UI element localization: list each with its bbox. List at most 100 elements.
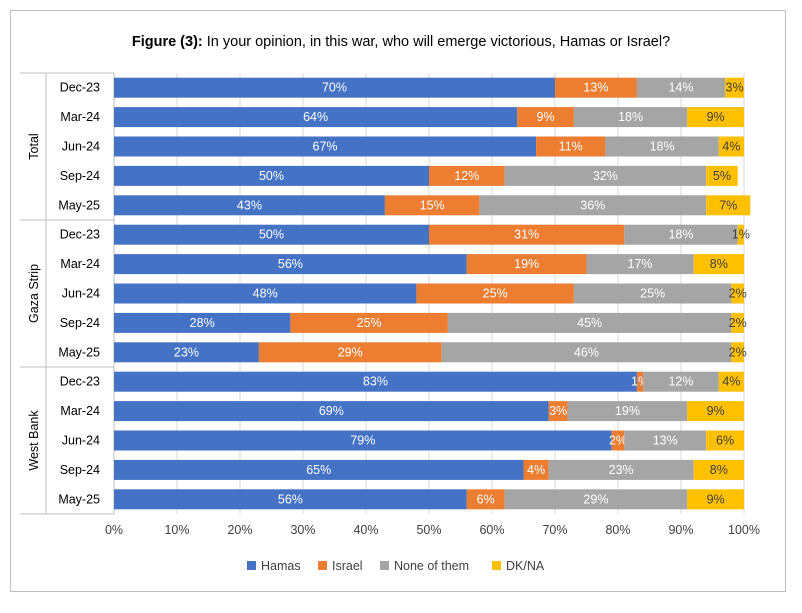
bar-segment-hamas xyxy=(114,459,524,480)
data-label: 3% xyxy=(549,404,567,418)
group-label: West Bank xyxy=(27,410,41,471)
bar-segment-dk-na xyxy=(718,136,744,157)
bar-segment-hamas xyxy=(114,254,467,275)
legend-swatch xyxy=(318,561,327,570)
bar-segment-none-of-them xyxy=(643,371,719,392)
data-label: 45% xyxy=(577,316,602,330)
bar-segment-israel xyxy=(466,489,505,510)
data-label: 12% xyxy=(668,375,693,389)
data-label: 18% xyxy=(618,110,643,124)
bar-segment-hamas xyxy=(114,401,549,422)
bar-segment-hamas xyxy=(114,77,555,98)
bar-segment-hamas xyxy=(114,312,291,333)
bar-segment-none-of-them xyxy=(573,283,732,304)
bar-segment-dk-na xyxy=(731,342,744,363)
bar-segment-dk-na xyxy=(706,165,738,186)
bar-segment-hamas xyxy=(114,195,385,216)
bar-segment-dk-na xyxy=(693,459,744,480)
data-label: 31% xyxy=(514,228,539,242)
data-label: 29% xyxy=(338,345,363,359)
bar-segment-none-of-them xyxy=(605,136,719,157)
y-tick-label: May-25 xyxy=(58,198,100,212)
legend-label: DK/NA xyxy=(506,559,545,573)
bar-segment-dk-na xyxy=(706,430,744,451)
x-tick-label: 10% xyxy=(164,523,189,537)
bar-segment-dk-na xyxy=(687,107,744,128)
bar-segment-israel xyxy=(429,165,505,186)
data-label: 7% xyxy=(719,198,737,212)
bar-segment-hamas xyxy=(114,107,518,128)
bar-segment-hamas xyxy=(114,224,429,245)
bar-segment-hamas xyxy=(114,165,429,186)
bar-segment-dk-na xyxy=(687,489,744,510)
data-label: 13% xyxy=(653,434,678,448)
data-label: 6% xyxy=(716,434,734,448)
bar-segment-none-of-them xyxy=(441,342,732,363)
bar-segment-israel xyxy=(290,312,448,333)
data-label: 2% xyxy=(729,287,747,301)
data-label: 13% xyxy=(583,81,608,95)
data-label: 83% xyxy=(363,375,388,389)
data-label: 2% xyxy=(729,345,747,359)
data-label: 8% xyxy=(710,257,728,271)
bar-segment-israel xyxy=(429,224,625,245)
y-tick-label: Dec-23 xyxy=(60,228,100,242)
data-label: 50% xyxy=(259,169,284,183)
bar-segment-none-of-them xyxy=(504,489,688,510)
group-label: Total xyxy=(27,133,41,159)
bar-segment-israel xyxy=(611,430,625,451)
bar-segment-dk-na xyxy=(731,283,744,304)
bar-segment-none-of-them xyxy=(624,430,707,451)
data-label: 12% xyxy=(454,169,479,183)
y-tick-label: May-25 xyxy=(58,345,100,359)
x-tick-label: 70% xyxy=(542,523,567,537)
data-label: 17% xyxy=(628,257,653,271)
x-tick-label: 40% xyxy=(353,523,378,537)
x-tick-label: 100% xyxy=(728,523,760,537)
data-label: 56% xyxy=(278,492,303,506)
bar-segment-israel xyxy=(536,136,606,157)
data-label: 4% xyxy=(722,140,740,154)
x-tick-label: 90% xyxy=(668,523,693,537)
data-label: 69% xyxy=(319,404,344,418)
group-label: Gaza Strip xyxy=(27,264,41,323)
data-label: 36% xyxy=(580,198,605,212)
x-tick-label: 60% xyxy=(479,523,504,537)
bar-segment-none-of-them xyxy=(504,165,707,186)
bar-segment-israel xyxy=(258,342,442,363)
bar-segment-israel xyxy=(384,195,480,216)
x-tick-label: 30% xyxy=(290,523,315,537)
y-tick-label: Sep-24 xyxy=(60,169,100,183)
data-label: 9% xyxy=(707,110,725,124)
bar-segment-dk-na xyxy=(718,371,744,392)
bar-segment-dk-na xyxy=(725,77,744,98)
bar-segment-israel xyxy=(548,401,568,422)
data-label: 28% xyxy=(190,316,215,330)
bar-segment-hamas xyxy=(114,430,612,451)
chart-title: Figure (3): In your opinion, in this war… xyxy=(0,34,802,50)
y-tick-label: May-25 xyxy=(58,492,100,506)
legend-label: None of them xyxy=(394,559,469,573)
y-tick-label: Dec-23 xyxy=(60,81,100,95)
data-label: 19% xyxy=(514,257,539,271)
data-label: 1% xyxy=(732,228,750,242)
bar-segment-dk-na xyxy=(731,312,744,333)
data-label: 46% xyxy=(574,345,599,359)
data-label: 43% xyxy=(237,198,262,212)
bar-segment-hamas xyxy=(114,136,537,157)
x-tick-label: 50% xyxy=(416,523,441,537)
y-tick-label: Jun-24 xyxy=(62,287,100,301)
x-tick-label: 80% xyxy=(605,523,630,537)
data-label: 25% xyxy=(640,287,665,301)
data-label: 25% xyxy=(483,287,508,301)
bar-segment-hamas xyxy=(114,283,417,304)
title-text: In your opinion, in this war, who will e… xyxy=(202,34,671,50)
data-label: 11% xyxy=(559,140,583,154)
data-label: 4% xyxy=(722,375,740,389)
legend-swatch xyxy=(492,561,501,570)
y-tick-label: Mar-24 xyxy=(60,404,100,418)
legend-label: Israel xyxy=(332,559,363,573)
bar-segment-dk-na xyxy=(706,195,751,216)
bar-segment-israel xyxy=(517,107,574,128)
